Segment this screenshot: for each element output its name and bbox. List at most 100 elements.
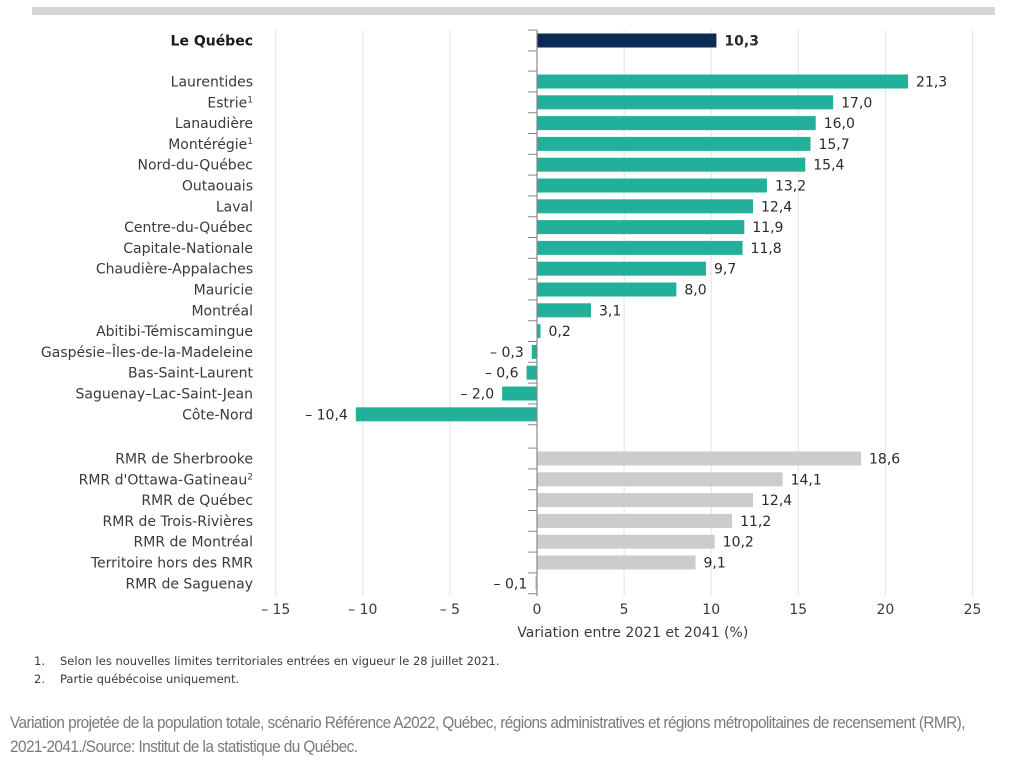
value-label: 14,1: [791, 472, 822, 488]
category-label-text: Gaspésie–Îles-de-la-Madeleine: [41, 343, 253, 361]
value-label: 15,7: [818, 137, 849, 153]
x-tick-label: – 10: [348, 602, 377, 618]
x-tick-label: 5: [620, 602, 629, 618]
value-label: – 10,4: [305, 407, 348, 423]
category-label: Le Québec: [171, 34, 253, 50]
value-label: 11,2: [740, 514, 771, 530]
category-label-text: RMR de Trois-Rivières: [103, 514, 253, 530]
category-label: Estrie1: [207, 95, 253, 111]
bar: [531, 344, 537, 359]
category-label-text: Estrie: [207, 95, 247, 111]
bar: [537, 220, 745, 235]
x-tick-label: 25: [964, 602, 982, 618]
bar: [535, 576, 537, 591]
category-label: RMR de Sherbrooke: [115, 452, 253, 468]
category-label-text: Saguenay–Lac-Saint-Jean: [76, 387, 253, 403]
value-label: 8,0: [684, 283, 706, 299]
value-label: 21,3: [916, 75, 947, 91]
category-label: RMR d'Ottawa-Gatineau2: [79, 472, 253, 488]
footnote-2: 2. Partie québécoise uniquement.: [34, 670, 500, 688]
category-label: Laurentides: [171, 75, 253, 91]
category-label-text: Capitale-Nationale: [123, 241, 253, 257]
category-label-text: Lanaudière: [175, 116, 253, 132]
value-label: 10,3: [724, 34, 759, 50]
category-axis: [528, 29, 538, 596]
x-tick-label: 20: [876, 602, 894, 618]
figure-caption: Variation projetée de la population tota…: [10, 714, 966, 756]
value-label: 11,8: [751, 241, 782, 257]
category-label-text: Côte-Nord: [182, 407, 253, 423]
bar: [537, 178, 767, 193]
footnote-marker: 1: [247, 137, 253, 147]
category-label-text: Abitibi-Témiscamingue: [96, 324, 253, 340]
value-label: 11,9: [752, 220, 783, 236]
bar-chart: Le QuébecLaurentidesEstrie1LanaudièreMon…: [41, 29, 981, 641]
category-label-text: Montérégie: [168, 137, 247, 153]
value-label: 9,7: [714, 262, 736, 278]
category-label: Outaouais: [182, 179, 253, 195]
category-label: Lanaudière: [175, 116, 253, 132]
category-label-text: Mauricie: [194, 283, 253, 299]
category-label: Mauricie: [194, 283, 253, 299]
category-label-text: Bas-Saint-Laurent: [128, 366, 253, 382]
category-label-text: Laurentides: [171, 75, 253, 91]
category-label: Chaudière-Appalaches: [96, 262, 253, 278]
category-label-text: Centre-du-Québec: [124, 220, 253, 236]
x-tick-label: – 15: [261, 602, 290, 618]
bar: [355, 407, 537, 422]
category-label: RMR de Saguenay: [125, 576, 253, 592]
footnote-marker: 2: [247, 472, 253, 482]
bar: [537, 534, 715, 549]
value-label: 17,0: [841, 95, 872, 111]
bar: [537, 493, 754, 508]
category-label: Montréal: [191, 303, 253, 319]
bar: [537, 33, 717, 48]
category-label-text: RMR de Saguenay: [125, 576, 253, 592]
category-label: Capitale-Nationale: [123, 241, 253, 257]
category-label-text: RMR de Sherbrooke: [115, 452, 253, 468]
footnote-number: 1.: [34, 654, 45, 668]
footnote-1: 1. Selon les nouvelles limites territori…: [34, 652, 500, 670]
footnote-number: 2.: [34, 672, 45, 686]
category-label-text: Territoire hors des RMR: [90, 556, 253, 572]
category-label: Centre-du-Québec: [124, 220, 253, 236]
value-label: – 0,3: [490, 345, 524, 361]
bar: [537, 303, 592, 318]
bar: [537, 555, 696, 570]
value-label: 15,4: [813, 158, 844, 174]
category-label: Saguenay–Lac-Saint-Jean: [76, 387, 253, 403]
category-label: Gaspésie–Îles-de-la-Madeleine: [41, 343, 253, 361]
bar: [537, 513, 733, 528]
value-label: 16,0: [824, 116, 855, 132]
category-label-text: Chaudière-Appalaches: [96, 262, 253, 278]
category-label: Côte-Nord: [182, 407, 253, 423]
category-label-text: RMR de Québec: [141, 493, 253, 509]
bar: [537, 324, 541, 339]
value-label: – 0,6: [485, 366, 519, 382]
category-label-text: Laval: [216, 199, 253, 215]
top-divider-bar: [32, 7, 995, 15]
value-label: 18,6: [869, 452, 900, 468]
bar: [537, 116, 816, 131]
bar: [502, 386, 537, 401]
value-label: 13,2: [775, 179, 806, 195]
category-label: Abitibi-Témiscamingue: [96, 324, 253, 340]
x-tick-label: 0: [533, 602, 542, 618]
bar: [537, 199, 754, 214]
value-label: – 0,1: [494, 576, 528, 592]
x-tick-label: – 5: [440, 602, 460, 618]
x-tick-labels: – 15 – 10 – 5 0 5 10 15 20 25: [261, 602, 981, 618]
bar: [537, 136, 811, 151]
footnote-text: Partie québécoise uniquement.: [60, 672, 240, 686]
x-axis-title: Variation entre 2021 et 2041 (%): [517, 625, 748, 641]
bar: [537, 451, 862, 466]
x-tick-label: 15: [789, 602, 807, 618]
category-label: Bas-Saint-Laurent: [128, 366, 253, 382]
category-label: Territoire hors des RMR: [90, 556, 253, 572]
bar: [526, 365, 537, 380]
value-label: 9,1: [704, 556, 726, 572]
footnote-marker: 1: [247, 95, 253, 105]
bar: [537, 157, 806, 172]
value-label: 12,4: [761, 199, 792, 215]
category-label: Nord-du-Québec: [137, 158, 253, 174]
